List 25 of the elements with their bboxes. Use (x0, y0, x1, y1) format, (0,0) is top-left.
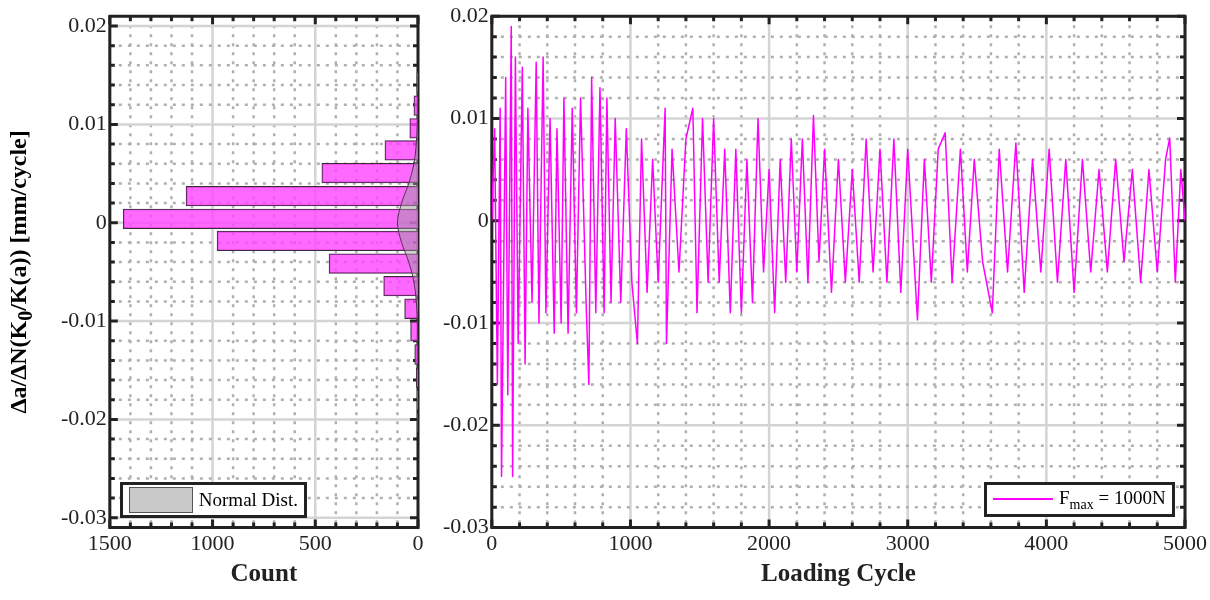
y-tick-label: -0.03 (443, 513, 489, 539)
legend-label: F$_{max}$ = 1000N (1059, 486, 1166, 513)
y-tick-label: -0.01 (61, 306, 107, 332)
x-tick-label: 1000 (608, 529, 653, 555)
legend-label: Normal Dist. (198, 488, 299, 511)
x-axis-title: Count (230, 559, 298, 587)
x-tick-label: 1500 (87, 529, 132, 555)
y-tick-label: 0.01 (68, 110, 107, 136)
y-tick-label: -0.01 (443, 308, 489, 334)
y-tick-label: 0.02 (68, 11, 107, 37)
y-tick-label: 0 (95, 208, 107, 234)
y-tick-label: 0.01 (450, 104, 489, 130)
y-tick-label: 0.02 (450, 1, 489, 27)
x-tick-label: 1000 (190, 529, 235, 555)
y-tick-label: 0 (477, 206, 489, 232)
x-tick-label: 0 (412, 529, 424, 555)
x-axis-title: Loading Cycle (760, 559, 916, 587)
x-tick-label: 500 (298, 529, 332, 555)
y-tick-label: -0.03 (61, 503, 107, 529)
x-tick-label: 4000 (1024, 529, 1069, 555)
x-tick-label: 2000 (747, 529, 792, 555)
y-tick-label: -0.02 (443, 411, 489, 437)
x-tick-label: 5000 (1163, 529, 1207, 555)
x-tick-label: 3000 (885, 529, 930, 555)
y-tick-label: -0.02 (61, 405, 107, 431)
